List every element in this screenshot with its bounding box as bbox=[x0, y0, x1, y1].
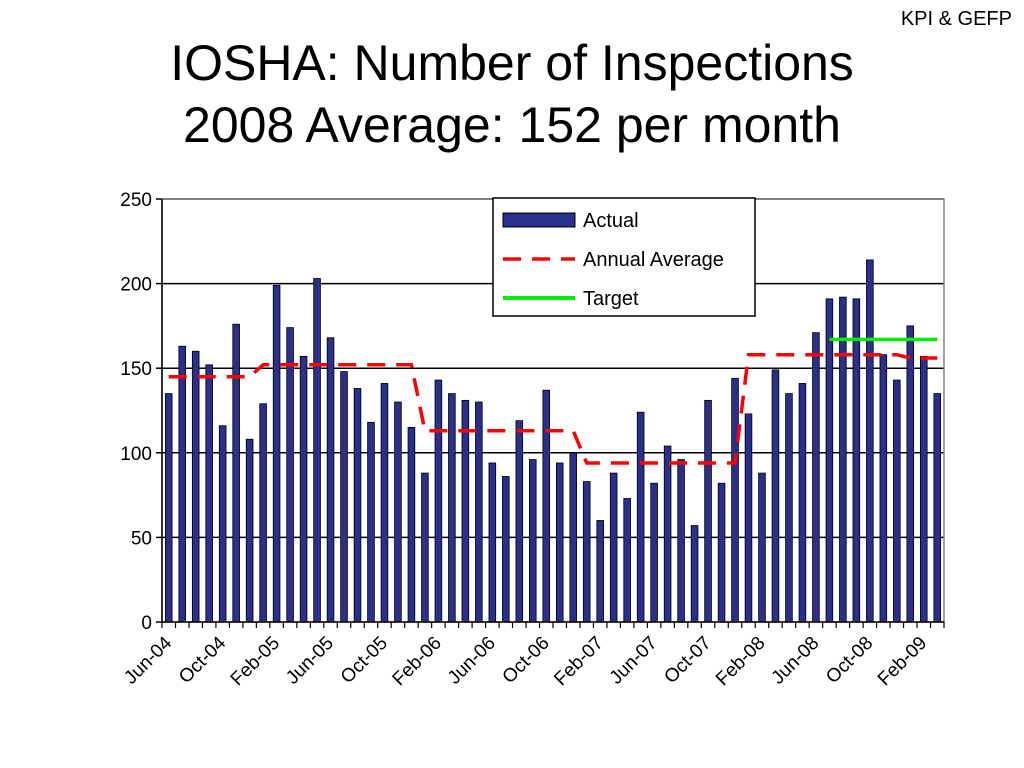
bar bbox=[218, 425, 227, 623]
bar bbox=[879, 354, 888, 623]
bar bbox=[259, 403, 267, 623]
bar bbox=[529, 459, 537, 623]
legend-label: Actual bbox=[583, 210, 639, 232]
bar bbox=[178, 345, 186, 623]
bar bbox=[920, 355, 928, 623]
bar bbox=[353, 388, 362, 623]
bar bbox=[731, 377, 739, 623]
bar bbox=[650, 482, 658, 623]
bar bbox=[515, 420, 524, 623]
x-tick-label: Feb-07 bbox=[550, 633, 607, 690]
bar bbox=[461, 399, 470, 623]
bar bbox=[866, 259, 874, 623]
page-title: IOSHA: Number of Inspections 2008 Averag… bbox=[0, 32, 1024, 156]
bar bbox=[744, 413, 753, 623]
x-tick-label: Jun-04 bbox=[120, 632, 176, 688]
bar bbox=[380, 383, 389, 623]
x-tick-label: Feb-06 bbox=[389, 633, 446, 690]
bar bbox=[286, 327, 294, 623]
bar bbox=[636, 411, 645, 623]
legend-label: Annual Average bbox=[583, 249, 724, 271]
x-tick-label: Oct-06 bbox=[499, 633, 554, 688]
bar bbox=[893, 379, 901, 623]
bar bbox=[717, 482, 726, 623]
y-tick-label: 150 bbox=[120, 359, 152, 380]
x-tick-label: Feb-08 bbox=[712, 633, 769, 690]
bar bbox=[704, 399, 712, 623]
x-tick-label: Jun-05 bbox=[282, 633, 338, 689]
bar bbox=[677, 459, 685, 623]
y-tick-label: 50 bbox=[131, 528, 152, 549]
bar bbox=[245, 438, 254, 623]
bar bbox=[232, 323, 240, 623]
bar bbox=[475, 401, 483, 623]
bar bbox=[785, 393, 793, 623]
bar bbox=[394, 401, 402, 623]
bar bbox=[555, 462, 564, 623]
annual-average-line bbox=[168, 352, 938, 465]
bar bbox=[798, 383, 807, 623]
bar bbox=[164, 393, 173, 623]
x-tick-label: Oct-08 bbox=[822, 633, 877, 688]
bar bbox=[839, 296, 847, 623]
bar bbox=[596, 520, 604, 623]
bar bbox=[690, 525, 699, 623]
bar bbox=[502, 476, 510, 623]
bar bbox=[191, 350, 200, 623]
bar bbox=[852, 298, 861, 623]
legend-label: Target bbox=[583, 288, 639, 310]
bar bbox=[299, 355, 308, 623]
bar bbox=[582, 481, 591, 623]
bar bbox=[812, 332, 820, 623]
bar bbox=[340, 371, 348, 623]
title-line-1: IOSHA: Number of Inspections bbox=[170, 35, 854, 91]
x-tick-label: Oct-04 bbox=[175, 632, 230, 687]
x-tick-label: Oct-05 bbox=[337, 633, 392, 688]
bar bbox=[367, 421, 375, 623]
bar bbox=[272, 284, 281, 623]
bar bbox=[825, 298, 834, 623]
bar bbox=[542, 389, 551, 623]
y-tick-label: 100 bbox=[120, 444, 152, 465]
corner-tag: KPI & GEFP bbox=[900, 8, 1012, 30]
bar bbox=[421, 472, 429, 623]
legend-swatch-actual bbox=[502, 212, 576, 228]
bar bbox=[448, 393, 456, 623]
x-tick-label: Oct-07 bbox=[660, 633, 715, 688]
bar bbox=[488, 462, 497, 623]
bar bbox=[205, 364, 213, 623]
y-tick-label: 250 bbox=[120, 190, 152, 211]
x-tick-label: Jun-06 bbox=[444, 633, 500, 689]
x-tick-label: Feb-05 bbox=[227, 633, 284, 690]
x-tick-label: Jun-07 bbox=[606, 633, 662, 689]
bar bbox=[623, 498, 631, 623]
bar bbox=[313, 278, 321, 623]
bar bbox=[771, 369, 780, 623]
bar bbox=[663, 445, 672, 623]
bar bbox=[609, 472, 618, 623]
y-tick-label: 0 bbox=[141, 613, 152, 634]
bar bbox=[434, 379, 443, 623]
bar bbox=[569, 452, 577, 623]
y-tick-label: 200 bbox=[120, 275, 152, 296]
bar bbox=[407, 427, 416, 623]
x-tick-label: Feb-09 bbox=[874, 633, 931, 690]
title-line-2: 2008 Average: 152 per month bbox=[183, 97, 841, 153]
x-tick-label: Jun-08 bbox=[768, 633, 824, 689]
bar bbox=[326, 337, 335, 623]
bar bbox=[933, 393, 942, 623]
bar bbox=[906, 325, 915, 623]
bar bbox=[758, 472, 766, 623]
